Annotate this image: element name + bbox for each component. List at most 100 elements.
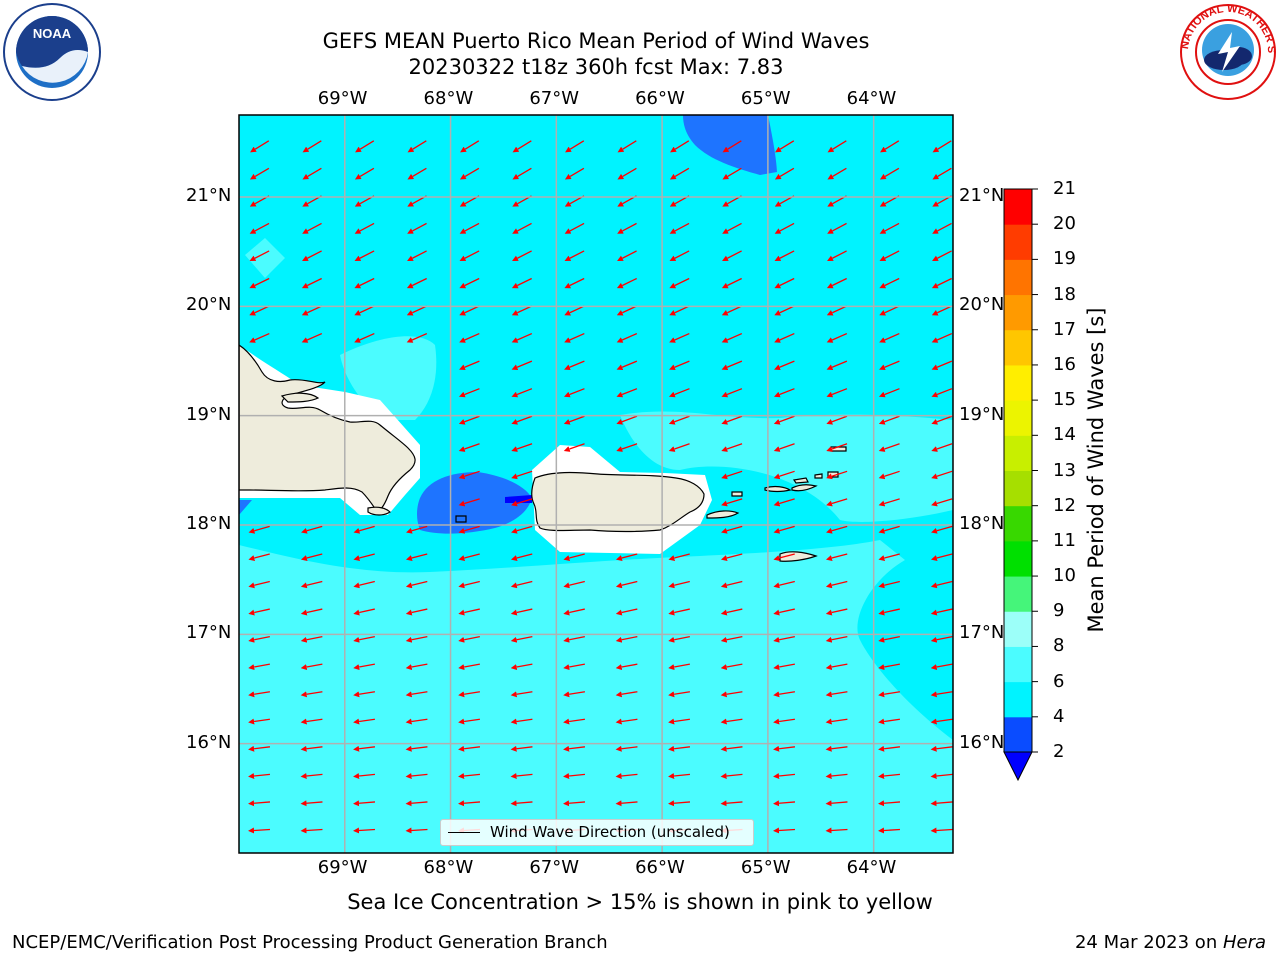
wave-arrow: [301, 332, 323, 343]
wave-arrow: [459, 250, 480, 261]
wave-arrow: [510, 691, 533, 698]
wave-arrow: [878, 525, 900, 534]
wave-arrow: [832, 857, 848, 858]
wave-arrow: [300, 827, 323, 834]
wave-arrow: [773, 691, 796, 698]
wave-arrow: [564, 277, 585, 289]
colorbar-swatch: [1004, 470, 1032, 507]
wave-arrow: [300, 718, 323, 725]
wave-arrow: [512, 222, 532, 234]
wave-arrow: [616, 277, 637, 289]
wave-arrow: [511, 277, 532, 289]
wave-arrow: [878, 470, 900, 480]
mona-island: [455, 515, 467, 523]
wave-arrow: [615, 691, 638, 698]
wave-arrow: [930, 773, 953, 780]
wave-arrow: [563, 691, 586, 698]
wave-arrow: [878, 553, 900, 561]
wave-arrow: [511, 470, 533, 480]
land-hispaniola: [239, 344, 416, 511]
wave-arrow: [563, 745, 586, 752]
wave-arrow: [826, 388, 848, 398]
colorbar-swatch: [1004, 540, 1032, 577]
wave-arrow: [564, 332, 585, 343]
wave-arrow: [879, 250, 900, 261]
lon-label-bottom: 67°W: [529, 857, 580, 878]
wave-arrow: [563, 415, 585, 425]
wave-arrow: [930, 691, 953, 698]
colorbar-swatch: [1004, 224, 1032, 260]
colorbar-tick-label: 17: [1053, 318, 1076, 340]
wave-arrow: [616, 360, 638, 371]
wave-arrow: [826, 360, 848, 371]
wave-arrow: [773, 580, 795, 589]
wave-arrow: [879, 222, 900, 234]
wave-arrow: [300, 635, 323, 643]
colorbar-swatch: [1004, 364, 1032, 401]
legend-label: Wind Wave Direction (unscaled): [490, 823, 730, 841]
wave-arrow: [248, 827, 271, 834]
wave-arrow: [879, 332, 900, 343]
wave-arrow: [721, 277, 742, 289]
wave-arrow: [405, 553, 428, 561]
wave-arrow: [773, 635, 795, 643]
wave-arrow: [774, 167, 795, 180]
lat-label-left: 19°N: [186, 403, 232, 425]
wave-arrow: [248, 718, 271, 725]
wave-arrow: [773, 470, 795, 480]
lon-label-top: 64°W: [846, 88, 897, 109]
wave-arrow: [826, 277, 847, 289]
colorbar-tick-label: 14: [1053, 424, 1076, 446]
wave-arrow: [248, 553, 270, 561]
chart-title: GEFS MEAN Puerto Rico Mean Period of Win…: [322, 29, 870, 53]
wave-arrow: [249, 167, 270, 180]
wave-arrow: [510, 553, 533, 561]
wave-arrow: [825, 691, 848, 698]
wave-arrow: [564, 167, 585, 180]
wave-arrow: [825, 608, 848, 616]
wave-arrow: [616, 332, 638, 343]
wave-arrow: [459, 332, 480, 343]
wave-arrow: [458, 388, 480, 398]
wave-arrow: [510, 608, 533, 616]
colorbar-tick-label: 8: [1053, 635, 1065, 657]
wave-arrow: [405, 773, 428, 780]
wave-arrow: [932, 140, 952, 153]
wave-arrow: [564, 222, 585, 234]
wave-arrow: [459, 222, 480, 234]
wave-arrow: [458, 691, 481, 698]
wave-arrow: [720, 608, 743, 616]
lat-label-left: 21°N: [186, 185, 232, 206]
wave-arrow: [720, 718, 743, 725]
wave-arrow: [406, 525, 428, 534]
wave-arrow: [720, 691, 743, 698]
lat-label-right: 19°N: [959, 403, 1005, 425]
wave-arrow: [721, 415, 743, 425]
wave-arrow: [720, 635, 743, 643]
wave-arrow: [511, 388, 533, 398]
wave-arrow: [254, 857, 270, 858]
wave-arrow: [722, 222, 742, 234]
wave-arrow: [930, 745, 953, 752]
wave-arrow: [669, 167, 690, 180]
wave-arrow: [773, 800, 796, 807]
wave-arrow: [721, 443, 743, 452]
wave-arrow: [405, 580, 428, 589]
wave-arrow: [458, 498, 480, 507]
wave-arrow: [668, 773, 691, 780]
wave-arrow: [721, 470, 743, 480]
colorbar-swatch: [1004, 329, 1032, 366]
wave-arrow: [669, 222, 690, 234]
colorbar-tick-label: 19: [1053, 248, 1076, 270]
wave-arrow: [510, 718, 533, 725]
wave-arrow: [406, 305, 428, 316]
wave-arrow: [879, 360, 900, 371]
lat-label-right: 17°N: [959, 622, 1005, 644]
wave-arrow: [668, 635, 690, 643]
wave-arrow: [775, 140, 795, 153]
wave-arrow: [825, 663, 848, 670]
wave-arrow: [878, 635, 900, 643]
colorbar: [1003, 188, 1038, 782]
wave-arrow: [668, 691, 691, 698]
